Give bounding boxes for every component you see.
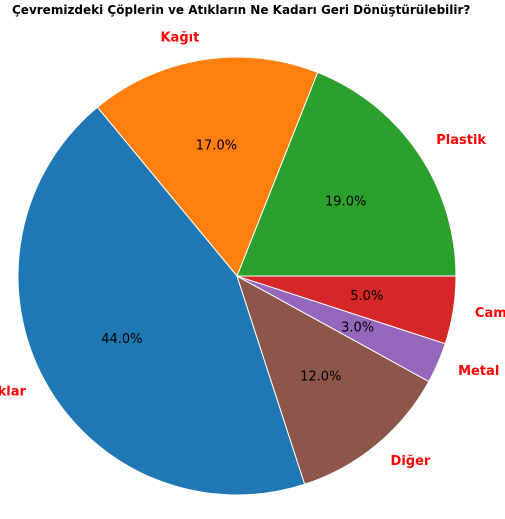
pie-slice-dogal-atiklar <box>17 106 306 496</box>
pct-label-kagit: 17.0% <box>196 139 237 154</box>
pct-label-diger: 12.0% <box>300 370 341 385</box>
pct-label-plastik: 19.0% <box>325 195 366 210</box>
category-label-dogal-atiklar: Doğal Atıklar <box>0 385 26 400</box>
pie-slice-cam <box>236 275 457 345</box>
pct-label-dogal-atiklar: 44.0% <box>101 332 142 347</box>
chart-title: Çevremizdeki Çöplerin ve Atıkların Ne Ka… <box>12 3 471 17</box>
pie-slices <box>17 56 457 496</box>
category-label-diger: Diğer <box>391 454 431 469</box>
pie-slice-plastik <box>236 71 457 277</box>
pie-slice-kagit <box>96 56 319 277</box>
pct-label-cam: 5.0% <box>350 289 383 304</box>
category-label-plastik: Plastik <box>436 133 486 148</box>
category-label-metal: Metal <box>458 364 499 379</box>
category-label-cam: Cam <box>475 306 505 321</box>
pie-slice-diger <box>236 274 430 485</box>
pct-label-metal: 3.0% <box>341 321 374 336</box>
pie-labels: 19.0% Plastik 17.0% Kağıt 44.0% Doğal Atıklar… <box>0 31 505 470</box>
category-label-kagit: Kağıt <box>160 31 199 46</box>
